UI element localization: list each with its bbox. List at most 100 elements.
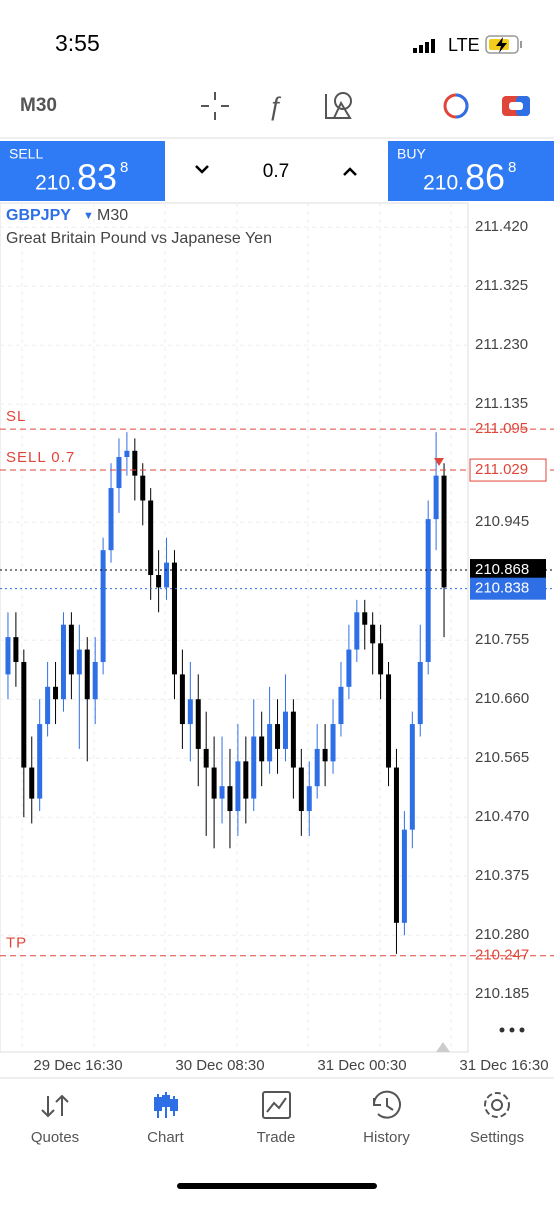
candle-body — [401, 829, 407, 923]
candle-body — [298, 767, 304, 812]
x-tick-label: 29 Dec 16:30 — [33, 1057, 122, 1074]
sell-button[interactable]: SELL 210. 83 8 — [0, 141, 165, 201]
volume-value[interactable]: 0.7 — [263, 161, 289, 182]
sell-price-big: 83 — [77, 157, 117, 198]
symbol[interactable]: GBPJPY — [6, 207, 71, 224]
candle-body — [132, 450, 138, 476]
candle-body — [267, 724, 273, 762]
scroll-marker — [436, 1042, 450, 1052]
candle-body — [148, 500, 154, 576]
x-tick-label: 30 Dec 08:30 — [175, 1057, 264, 1074]
order-arrow — [434, 458, 444, 467]
candle-body — [5, 637, 11, 675]
candle-body — [171, 562, 177, 675]
y-tick-label: 211.230 — [475, 336, 528, 353]
candle-body — [53, 686, 59, 700]
candle-body — [13, 637, 19, 662]
candle-body — [441, 475, 447, 588]
level-badge — [470, 577, 546, 600]
symbol-dropdown[interactable]: ▼ — [83, 210, 94, 222]
level-value: 210.247 — [475, 947, 529, 964]
timeframe-button[interactable]: M30 — [20, 95, 57, 116]
chart — [0, 202, 469, 1053]
candle-body — [100, 550, 106, 662]
trade-toggle-icon[interactable] — [502, 96, 530, 116]
buy-price-prefix: 210. — [423, 172, 464, 195]
buy-price-big: 86 — [465, 157, 505, 198]
candle-body — [393, 767, 399, 923]
vertical-grid — [21, 203, 452, 1052]
objects-icon[interactable] — [325, 92, 352, 119]
candle-body — [259, 736, 265, 762]
one-click-icon[interactable] — [443, 93, 469, 119]
candle-body — [275, 724, 281, 749]
candle-body — [37, 724, 43, 799]
candle-body — [60, 624, 66, 700]
candle-body — [290, 711, 296, 768]
candle-body — [338, 686, 344, 725]
candle-body — [409, 724, 415, 830]
y-tick-label: 210.565 — [475, 749, 529, 766]
chart-icon[interactable] — [154, 1092, 178, 1118]
y-tick-label: 211.325 — [475, 277, 528, 294]
candle-body — [251, 736, 257, 799]
candle-body — [84, 649, 90, 700]
candle-body — [306, 786, 312, 812]
buy-label: BUY — [397, 146, 426, 162]
candle-body — [330, 724, 336, 762]
candle-body — [179, 674, 185, 725]
candle-body — [433, 475, 439, 520]
candle-body — [362, 612, 368, 625]
candle-body — [108, 488, 114, 551]
sell-price-prefix: 210. — [35, 172, 76, 195]
signal-icon — [413, 39, 435, 53]
chart-timeframe: M30 — [97, 207, 128, 224]
level-badge — [470, 559, 546, 582]
nav-label[interactable]: Chart — [147, 1129, 185, 1146]
candle-body — [378, 643, 384, 675]
candle-body — [195, 699, 201, 749]
sell-price-sup: 8 — [120, 159, 128, 176]
y-tick-label: 210.945 — [475, 513, 529, 530]
candle-body — [386, 674, 392, 768]
candle-body — [156, 575, 162, 588]
candle-body — [243, 761, 249, 799]
y-tick-label: 211.135 — [475, 395, 528, 412]
more-icon[interactable] — [499, 1027, 525, 1033]
quotes-icon[interactable] — [41, 1094, 69, 1118]
x-tick-label: 31 Dec 00:30 — [317, 1057, 406, 1074]
history-icon[interactable] — [372, 1090, 401, 1119]
nav-label[interactable]: History — [363, 1129, 410, 1146]
y-tick-label: 210.280 — [475, 926, 529, 943]
settings-icon[interactable] — [484, 1092, 510, 1118]
nav-label[interactable]: Trade — [257, 1129, 296, 1146]
candle-body — [68, 624, 74, 675]
candle-body — [164, 562, 170, 588]
nav-label[interactable]: Quotes — [31, 1129, 79, 1146]
buy-price-sup: 8 — [508, 159, 516, 176]
candle-body — [354, 612, 360, 650]
indicators-icon[interactable]: ƒ — [268, 91, 282, 121]
volume-up[interactable] — [343, 167, 357, 176]
candle-body — [425, 519, 431, 662]
x-tick-label: 31 Dec 16:30 — [459, 1057, 548, 1074]
y-tick-label: 211.420 — [475, 218, 528, 235]
nav-label[interactable]: Settings — [470, 1129, 524, 1146]
network-label: LTE — [448, 35, 480, 55]
trade-icon[interactable] — [262, 1091, 291, 1119]
y-tick-label: 210.755 — [475, 631, 529, 648]
volume-down[interactable] — [195, 165, 209, 174]
buy-button[interactable]: BUY 210. 86 8 — [388, 141, 554, 201]
level-name: SL — [6, 408, 26, 425]
candle-body — [116, 457, 122, 489]
y-tick-label: 210.375 — [475, 867, 529, 884]
candle-body — [76, 649, 82, 675]
y-tick-label: 210.470 — [475, 808, 529, 825]
candle-body — [124, 450, 130, 458]
crosshair-icon[interactable] — [201, 92, 229, 120]
chart-subtitle: Great Britain Pound vs Japanese Yen — [6, 230, 272, 247]
candle-body — [417, 661, 423, 725]
home-indicator — [177, 1183, 377, 1189]
candle-body — [211, 767, 217, 799]
